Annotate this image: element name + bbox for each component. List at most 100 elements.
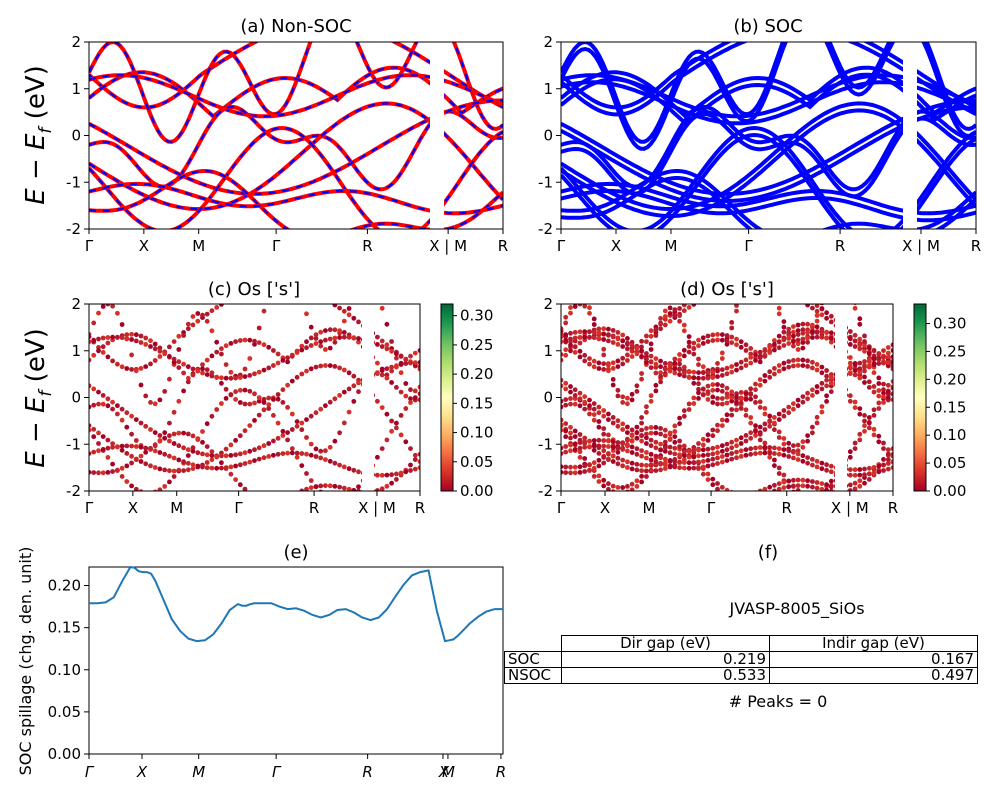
projection-point — [356, 380, 361, 386]
projection-point — [152, 358, 158, 363]
projection-point — [403, 393, 409, 399]
projection-point — [681, 449, 687, 454]
projection-point — [591, 412, 597, 417]
projection-point — [710, 482, 716, 488]
projection-point — [181, 445, 187, 451]
projection-point — [394, 471, 399, 477]
projection-point — [398, 432, 404, 438]
projection-point — [280, 451, 286, 456]
projection-point — [710, 427, 716, 433]
projection-point — [341, 485, 347, 491]
projection-point — [644, 409, 649, 415]
projection-point — [256, 456, 262, 462]
projection-point — [596, 463, 602, 469]
colorbar-tick-label: 0.15 — [460, 394, 493, 412]
projection-point — [866, 425, 872, 431]
projection-point — [596, 451, 602, 456]
projection-point — [351, 399, 357, 404]
projection-point — [561, 377, 564, 383]
projection-point — [176, 430, 182, 436]
projection-point — [824, 487, 829, 491]
projection-point — [577, 335, 583, 340]
projection-point — [138, 459, 144, 464]
projection-point — [743, 342, 749, 348]
projection-point — [356, 319, 361, 325]
projection-point — [143, 445, 149, 451]
projection-point — [743, 348, 749, 353]
projection-point — [762, 406, 768, 411]
projection-point — [847, 449, 853, 455]
projection-point — [346, 486, 352, 491]
projection-point — [389, 428, 394, 434]
projection-point — [648, 398, 654, 404]
projection-point — [96, 348, 101, 354]
projection-point — [644, 333, 649, 339]
projection-point — [89, 451, 92, 456]
panel-a-title: (a) Non-SOC — [240, 16, 351, 37]
projection-point — [313, 410, 319, 416]
projection-point — [862, 343, 867, 349]
projection-point — [847, 355, 853, 360]
projection-point — [214, 339, 220, 345]
projection-point — [658, 467, 663, 473]
projection-point — [294, 450, 300, 456]
projection-point — [824, 315, 829, 321]
projection-point — [138, 333, 144, 339]
projection-point — [629, 444, 635, 450]
projection-point — [748, 430, 754, 436]
projection-point — [596, 443, 602, 449]
projection-point — [181, 468, 187, 473]
projection-point — [881, 360, 886, 366]
panel-c-points — [89, 294, 420, 501]
projection-point — [700, 370, 706, 376]
projection-point — [408, 468, 413, 473]
projection-point — [847, 398, 853, 404]
projection-point — [143, 423, 149, 429]
projection-point — [691, 380, 697, 386]
projection-point — [700, 364, 706, 370]
panel-e-curve — [89, 565, 503, 643]
projection-point — [308, 441, 314, 447]
projection-point — [824, 377, 829, 383]
projection-point — [582, 444, 588, 450]
projection-point — [667, 362, 673, 368]
projection-point — [653, 382, 659, 388]
projection-point — [328, 496, 333, 501]
projection-point — [743, 397, 749, 402]
projection-point — [658, 460, 663, 466]
projection-point — [412, 395, 418, 400]
projection-point — [781, 441, 787, 447]
gap-table-dir-value: 0.533 — [561, 667, 770, 684]
projection-point — [561, 333, 564, 339]
projection-point — [743, 407, 749, 413]
panel-e: (e) 0.000.050.100.150.20Γ X M Γ R XM R SOC spi… — [16, 542, 506, 781]
projection-point — [351, 294, 356, 299]
projection-point — [601, 477, 607, 483]
projection-point — [412, 466, 418, 472]
projection-point — [252, 494, 257, 499]
projection-point — [157, 433, 163, 438]
projection-point — [577, 354, 583, 360]
projection-point — [587, 462, 592, 467]
projection-point — [824, 482, 829, 488]
projection-point — [871, 356, 877, 362]
projection-point — [700, 375, 706, 381]
projection-point — [610, 334, 616, 340]
projection-point — [710, 375, 716, 380]
projection-point — [318, 489, 323, 491]
gap-table: Dir gap (eV) Indir gap (eV) SOC 0.219 0.… — [504, 635, 978, 684]
projection-point — [881, 440, 886, 446]
projection-point — [290, 492, 295, 497]
xtick-label: R — [888, 499, 898, 517]
projection-point — [791, 289, 796, 294]
projection-point — [885, 360, 891, 365]
projection-point — [403, 361, 409, 366]
projection-point — [625, 346, 630, 352]
projection-point — [724, 333, 730, 338]
projection-point — [696, 390, 701, 396]
projection-point — [762, 486, 768, 491]
projection-point — [686, 407, 692, 412]
projection-point — [662, 314, 668, 319]
projection-point — [209, 370, 215, 376]
projection-point — [777, 283, 782, 288]
